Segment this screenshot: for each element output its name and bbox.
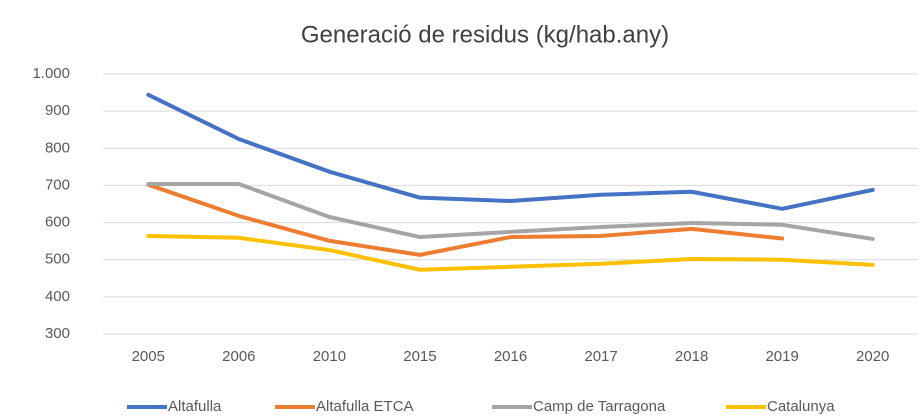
- chart-title: Generació de residus (kg/hab.any): [301, 21, 669, 48]
- series-line: [146, 182, 785, 257]
- x-tick-label: 2019: [765, 348, 798, 365]
- series-line: [146, 92, 875, 211]
- x-tick-label: 2017: [584, 348, 617, 365]
- y-tick-label: 300: [45, 325, 70, 342]
- x-tick-label: 2020: [856, 348, 889, 365]
- series-line: [146, 181, 875, 241]
- legend-label: Catalunya: [767, 398, 835, 415]
- x-tick-label: 2015: [403, 348, 436, 365]
- y-tick-label: 800: [45, 139, 70, 156]
- y-tick-label: 600: [45, 214, 70, 231]
- legend-label: Camp de Tarragona: [533, 398, 666, 415]
- x-tick-label: 2010: [313, 348, 346, 365]
- legend-label: Altafulla: [168, 398, 222, 415]
- x-tick-label: 2018: [675, 348, 708, 365]
- series-line: [146, 233, 875, 272]
- y-tick-label: 500: [45, 251, 70, 268]
- y-tick-label: 1.000: [32, 65, 70, 82]
- x-tick-label: 2006: [222, 348, 255, 365]
- y-tick-label: 700: [45, 176, 70, 193]
- legend-label: Altafulla ETCA: [316, 398, 414, 415]
- y-tick-label: 400: [45, 288, 70, 305]
- y-tick-label: 900: [45, 102, 70, 119]
- x-tick-label: 2005: [132, 348, 165, 365]
- x-tick-label: 2016: [494, 348, 527, 365]
